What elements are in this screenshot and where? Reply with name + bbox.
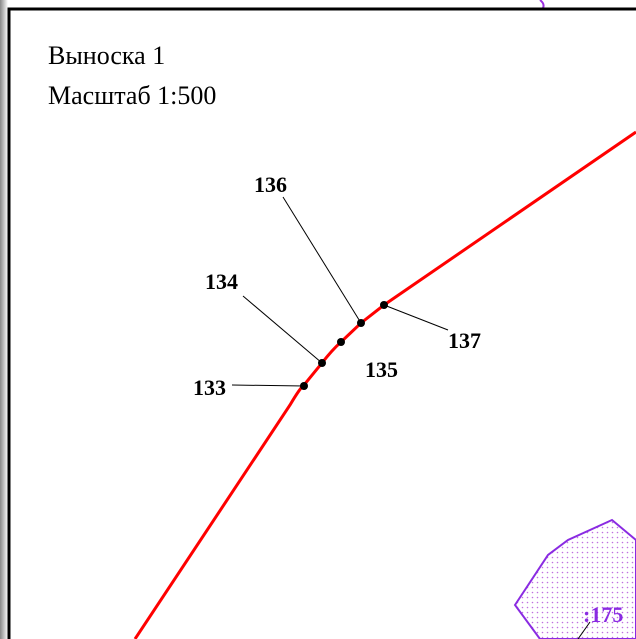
leader: [383, 304, 449, 331]
point: [300, 382, 308, 390]
callout-title: Выноска 1: [48, 41, 165, 70]
leader: [231, 384, 305, 387]
parcel-label: :175: [583, 602, 623, 627]
point: [357, 319, 365, 327]
callout-frame: [7, 7, 636, 639]
outside-boundary: [539, 0, 545, 9]
point-label: 137: [448, 328, 481, 353]
point-label: 133: [193, 375, 226, 400]
parcel: [513, 518, 636, 639]
leader: [242, 295, 323, 364]
callout-scale: Масштаб 1:500: [48, 81, 216, 110]
leader: [282, 196, 362, 324]
point: [380, 301, 388, 309]
point-label: 136: [254, 172, 287, 197]
point-label: 135: [365, 357, 398, 382]
point: [318, 359, 326, 367]
point: [337, 338, 345, 346]
outside-shadow: [0, 0, 8, 639]
point-label: 134: [205, 269, 238, 294]
parcel-leader: [577, 621, 591, 639]
